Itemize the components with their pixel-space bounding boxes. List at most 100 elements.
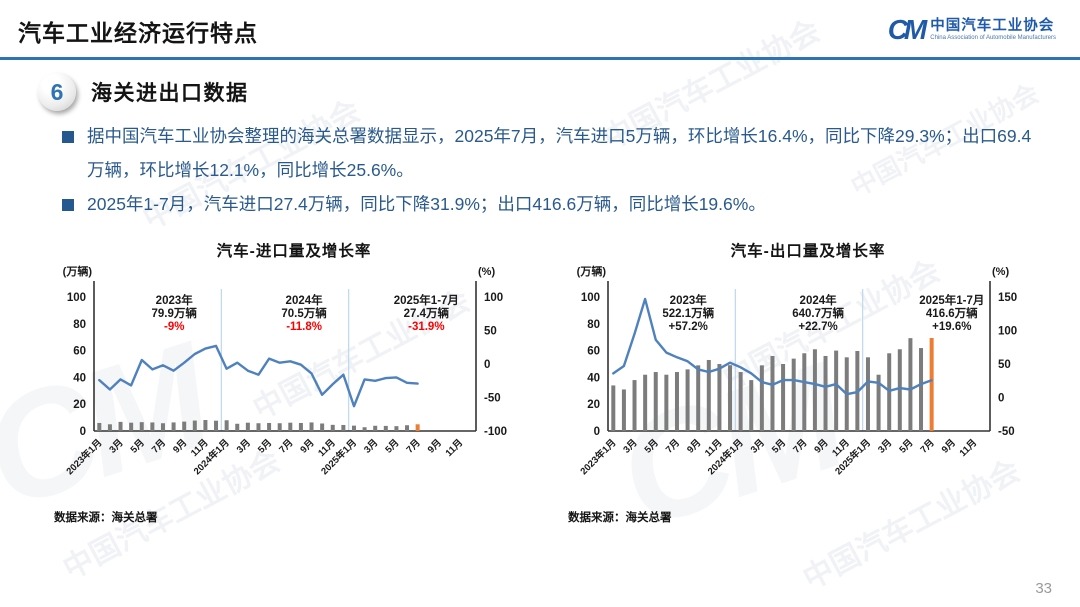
volume-bar [812,349,817,431]
volume-bar [706,359,711,431]
left-tick-label: 0 [80,426,86,438]
left-tick-label: 100 [581,292,600,304]
left-tick-label: 80 [587,319,600,331]
volume-bar [277,423,282,431]
annotation-year: 2023年 [670,293,708,307]
volume-bar [664,374,669,431]
left-tick-label: 0 [594,426,600,438]
x-tick-label: 9月 [685,437,703,455]
left-tick-label: 20 [73,399,86,411]
annotation-year: 2025年1-7月 [394,293,459,307]
right-tick-label: 150 [998,292,1017,304]
left-tick-label: 100 [67,292,86,304]
bullet-item: 据中国汽车工业协会整理的海关总署数据显示，2025年7月，汽车进口5万辆，环比增… [62,120,1046,187]
growth-line [98,344,419,408]
left-tick-label: 80 [73,319,86,331]
x-tick-label: 7月 [664,437,682,455]
bullet-text: 据中国汽车工业协会整理的海关总署数据显示，2025年7月，汽车进口5万辆，环比增… [87,126,1032,180]
volume-bar [632,379,637,431]
volume-bar [320,423,325,431]
volume-bar [865,357,870,431]
annotation-year: 2023年 [156,293,194,307]
volume-bar [235,423,240,431]
annotation-volume: 79.9万辆 [152,306,198,320]
annotation-volume: 416.6万辆 [926,306,978,320]
volume-bar [351,425,356,431]
right-tick-label: -100 [484,426,507,438]
volume-bar [823,355,828,431]
caam-logo: CM 中国汽车工业协会 China Association of Automob… [888,14,1056,46]
volume-bar [908,337,913,431]
volume-bar [834,350,839,431]
volume-bar [919,347,924,431]
volume-bar [685,369,690,431]
volume-bar [107,424,112,431]
charts-row: 汽车-进口量及增长率 0 20 40 60 80 100 -100 -50 0 50 100 (万辆)… [0,239,1080,525]
x-tick-label: 7月 [919,437,937,455]
volume-bar [643,374,648,431]
logo-org-name-cn: 中国汽车工业协会 [930,17,1055,34]
volume-bar [717,363,722,431]
annotation-growth: -31.9% [408,321,444,333]
x-tick-label: 7月 [405,437,423,455]
x-tick-label: 7月 [150,437,168,455]
volume-bar [728,364,733,431]
page-number: 33 [1035,580,1052,597]
left-tick-label: 60 [73,345,86,357]
volume-bar [738,371,743,431]
header-divider [0,57,1080,60]
volume-bar [802,353,807,431]
x-tick-label: 5月 [383,437,401,455]
right-tick-label: 100 [998,325,1017,337]
section-number-badge: 6 [38,73,76,111]
x-tick-label: 3月 [876,437,894,455]
volume-bar [150,422,155,431]
x-tick-label: 9月 [812,437,830,455]
right-tick-label: -50 [998,426,1015,438]
x-tick-label: 5月 [770,437,788,455]
right-tick-label: 50 [484,325,497,337]
page-title: 汽车工业经济运行特点 [18,20,258,46]
left-axis-unit: (万辆) [577,264,607,278]
right-tick-label: 0 [484,359,490,371]
volume-bar [887,353,892,431]
logo-org-name-en: China Association of Automobile Manufact… [930,34,1056,41]
volume-bar [160,423,165,431]
x-tick-label: 9月 [426,437,444,455]
export-chart-source: 数据来源：海关总署 [568,511,672,524]
volume-bar [394,425,399,431]
x-tick-label: 7月 [277,437,295,455]
right-axis-unit: (%) [478,266,495,278]
bullet-marker [62,131,74,143]
volume-bar [696,365,701,431]
x-tick-label: 2023年1月 [64,436,105,477]
x-tick-label: 2023年1月 [578,436,619,477]
x-tick-label: 5月 [256,437,274,455]
annotation-growth: -11.8% [286,321,322,333]
volume-bar [118,421,123,431]
volume-bar [791,358,796,431]
import-chart: 汽车-进口量及增长率 0 20 40 60 80 100 -100 -50 0 50 100 (万辆)… [48,239,540,525]
x-tick-label: 7月 [791,437,809,455]
volume-bar [203,419,208,431]
left-tick-label: 60 [587,345,600,357]
export-chart: 汽车-出口量及增长率 0 20 40 60 80 100 -50 0 50 100 150 (万辆) (… [562,239,1054,525]
volume-bar [405,425,410,431]
volume-bar [770,355,775,431]
volume-bar [139,421,144,431]
annotation-growth: +19.6% [932,321,971,333]
volume-bar [759,365,764,431]
right-tick-label: 50 [998,359,1011,371]
right-axis-unit: (%) [992,266,1009,278]
volume-bar [653,371,658,431]
caam-logo-mark-icon: CM [887,14,927,45]
volume-bar [383,425,388,431]
bullet-marker [62,199,74,212]
x-tick-label: 9月 [298,437,316,455]
volume-bar [97,422,102,431]
volume-bar [621,389,626,431]
growth-line [612,297,933,396]
